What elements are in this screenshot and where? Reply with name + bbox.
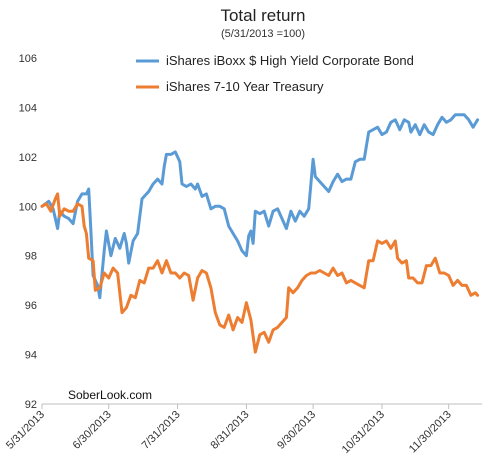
legend: iShares iBoxx $ High Yield Corporate Bon… xyxy=(136,53,414,94)
x-tick-label: 5/31/2013 xyxy=(4,409,47,452)
y-tick-label: 104 xyxy=(19,102,37,114)
watermark: SoberLook.com xyxy=(68,388,152,402)
x-axis: 5/31/2013 6/30/2013 7/31/2013 8/31/2013 9/30… xyxy=(4,403,482,456)
x-tick-label: 9/30/2013 xyxy=(275,409,318,452)
legend-label-high-yield: iShares iBoxx $ High Yield Corporate Bon… xyxy=(166,53,414,68)
series-line-high-yield xyxy=(40,113,480,300)
chart-subtitle: (5/31/2013 =100) xyxy=(221,28,305,40)
x-tick-label: 6/30/2013 xyxy=(71,409,114,452)
series-lines xyxy=(40,113,480,354)
y-tick-label: 100 xyxy=(19,201,37,213)
x-tick-label: 10/31/2013 xyxy=(340,409,387,456)
y-tick-label: 98 xyxy=(25,251,37,263)
y-axis: 92 94 96 98 100 102 104 106 xyxy=(19,53,37,411)
x-tick-label: 11/30/2013 xyxy=(407,409,454,456)
chart-title: Total return xyxy=(220,6,305,25)
legend-label-treasury: iShares 7-10 Year Treasury xyxy=(166,79,324,94)
y-tick-label: 102 xyxy=(19,152,37,164)
y-tick-label: 96 xyxy=(25,300,37,312)
series-line-treasury xyxy=(40,192,480,354)
x-tick-label: 8/31/2013 xyxy=(208,409,251,452)
y-tick-label: 106 xyxy=(19,53,37,65)
y-tick-label: 94 xyxy=(25,350,37,362)
x-tick-label: 7/31/2013 xyxy=(140,409,183,452)
y-tick-label: 92 xyxy=(25,399,37,411)
